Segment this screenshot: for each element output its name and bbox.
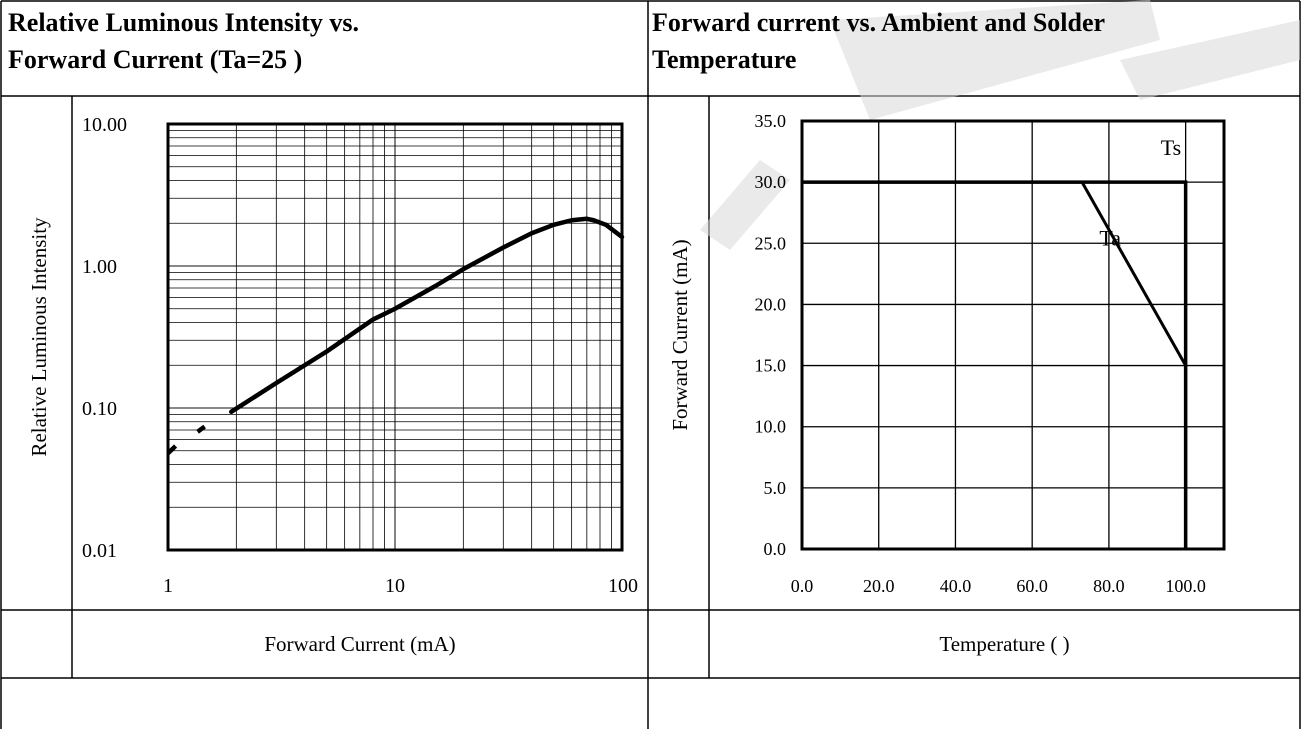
left-x-axis-caption: Forward Current (mA) bbox=[264, 632, 456, 656]
right-plot-frame bbox=[800, 119, 1226, 551]
right-grid bbox=[802, 121, 1224, 549]
right-y-tick-label: 30.0 bbox=[755, 172, 787, 192]
right-y-tick-label: 10.0 bbox=[755, 417, 787, 437]
left-plot-frame bbox=[166, 122, 624, 552]
luminous-intensity-chart: 0.01 0.10 1.00 10.00 1 10 100 Relative Luminous… bbox=[27, 114, 638, 597]
left-series-dash bbox=[166, 444, 178, 455]
right-x-tick-label: 40.0 bbox=[940, 576, 972, 596]
right-x-tick-label: 20.0 bbox=[863, 576, 895, 596]
left-title-line2: Forward Current (Ta=25 ) bbox=[8, 45, 303, 74]
right-x-tick-label: 60.0 bbox=[1016, 576, 1048, 596]
right-y-tick-label: 20.0 bbox=[755, 294, 787, 314]
series-ta-label: Ta bbox=[1099, 226, 1121, 251]
left-y-axis-label: Relative Luminous Intensity bbox=[27, 217, 51, 457]
left-y-tick-label: 0.10 bbox=[82, 398, 117, 420]
right-y-tick-label: 35.0 bbox=[755, 111, 787, 131]
left-y-tick-label: 0.01 bbox=[82, 540, 117, 562]
right-x-tick-label: 0.0 bbox=[791, 576, 814, 596]
left-title-line1: Relative Luminous Intensity vs. bbox=[8, 8, 360, 37]
left-grid bbox=[167, 123, 623, 551]
left-y-tick-label: 10.00 bbox=[82, 114, 127, 136]
right-x-tick-label: 80.0 bbox=[1093, 576, 1125, 596]
right-x-axis-caption: Temperature ( ) bbox=[939, 632, 1070, 656]
series-ts-label: Ts bbox=[1161, 135, 1181, 160]
left-x-tick-label: 1 bbox=[163, 575, 173, 597]
right-chart-title: Forward current vs. Ambient and Solder T… bbox=[652, 4, 1105, 78]
series-ta-line bbox=[802, 180, 1188, 549]
left-x-tick-label: 100 bbox=[608, 575, 638, 597]
right-y-tick-label: 0.0 bbox=[764, 539, 787, 559]
left-series-dash bbox=[196, 424, 206, 434]
right-title-line2: Temperature bbox=[652, 45, 797, 74]
right-y-axis-label: Forward Current (mA) bbox=[668, 239, 692, 430]
right-y-tick-label: 25.0 bbox=[755, 233, 787, 253]
left-chart-title: Relative Luminous Intensity vs. Forward … bbox=[8, 4, 359, 78]
left-x-tick-label: 10 bbox=[385, 575, 405, 597]
left-series-line bbox=[229, 216, 625, 415]
right-y-tick-label: 15.0 bbox=[755, 356, 787, 376]
forward-current-derating-chart: 0.0 5.0 10.0 15.0 20.0 25.0 30.0 35.0 0.0 20.0 40.… bbox=[668, 111, 1226, 596]
right-title-line1: Forward current vs. Ambient and Solder bbox=[652, 8, 1106, 37]
right-x-tick-label: 100.0 bbox=[1165, 576, 1206, 596]
right-y-tick-label: 5.0 bbox=[764, 478, 787, 498]
left-y-tick-label: 1.00 bbox=[82, 256, 117, 278]
